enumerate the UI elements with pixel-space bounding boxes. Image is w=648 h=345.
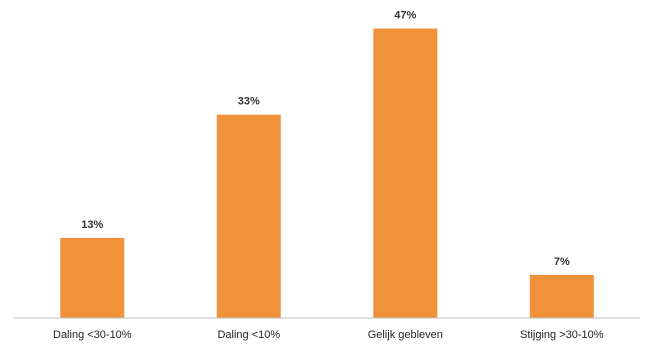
x-tick-label: Daling <30-10% bbox=[53, 329, 132, 341]
data-label: 13% bbox=[81, 219, 103, 231]
data-label: 7% bbox=[554, 256, 570, 268]
x-tick-labels-group: Daling <30-10% Daling <10% Gelijk gebleven… bbox=[53, 329, 604, 341]
data-label: 47% bbox=[394, 10, 416, 22]
bar bbox=[373, 28, 438, 318]
x-tick-label: Daling <10% bbox=[217, 329, 280, 341]
data-label: 33% bbox=[238, 96, 260, 108]
x-tick-label: Gelijk gebleven bbox=[368, 329, 443, 341]
bars-group bbox=[60, 28, 594, 318]
bar bbox=[529, 274, 594, 318]
x-tick-label: Stijging >30-10% bbox=[520, 329, 604, 341]
bar bbox=[60, 237, 125, 318]
value-labels-group: 13% 33% 47% 7% bbox=[81, 10, 570, 268]
bar bbox=[216, 114, 281, 318]
